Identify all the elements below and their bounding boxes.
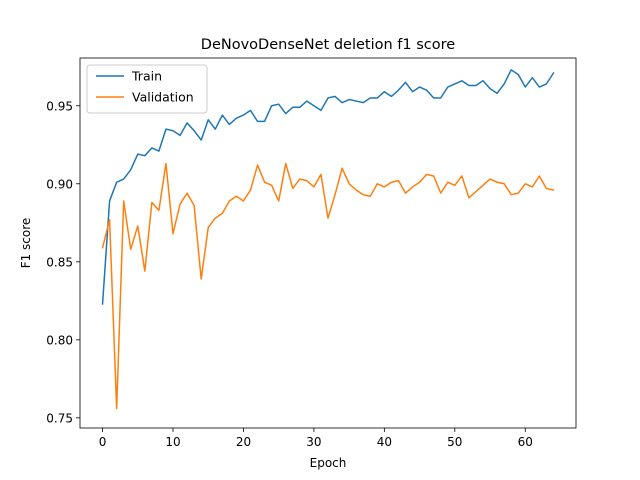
axes-layer: 0 10 20 30 40 50 60 0.75 0.80 0.85 0.90 0.95 xyxy=(46,57,577,449)
x-tick-label: 0 xyxy=(99,435,107,449)
x-tick-label: 20 xyxy=(236,435,251,449)
y-tick-label: 0.95 xyxy=(46,99,73,113)
legend-label-train: Train xyxy=(131,69,162,84)
y-tick-label: 0.75 xyxy=(46,411,73,425)
series-layer xyxy=(101,69,555,410)
x-axis-title: Epoch xyxy=(310,456,347,470)
x-tick-label: 10 xyxy=(165,435,180,449)
axes-frame xyxy=(79,57,577,429)
y-tick-label: 0.80 xyxy=(46,333,73,347)
legend-label-validation: Validation xyxy=(132,90,194,105)
series-line-validation xyxy=(101,162,555,410)
x-tick-label: 50 xyxy=(447,435,462,449)
legend-box xyxy=(86,64,208,114)
x-tick-label: 60 xyxy=(518,435,533,449)
series-line-train xyxy=(101,69,555,305)
x-tick-label: 30 xyxy=(306,435,321,449)
chart-title: DeNovoDenseNet deletion f1 score xyxy=(201,37,456,53)
y-axis-title: F1 score xyxy=(19,218,33,269)
legend: Train Validation xyxy=(86,64,208,114)
y-tick-label: 0.90 xyxy=(46,177,73,191)
x-tick-label: 40 xyxy=(377,435,392,449)
plot-area xyxy=(80,58,576,428)
y-tick-label: 0.85 xyxy=(46,255,73,269)
